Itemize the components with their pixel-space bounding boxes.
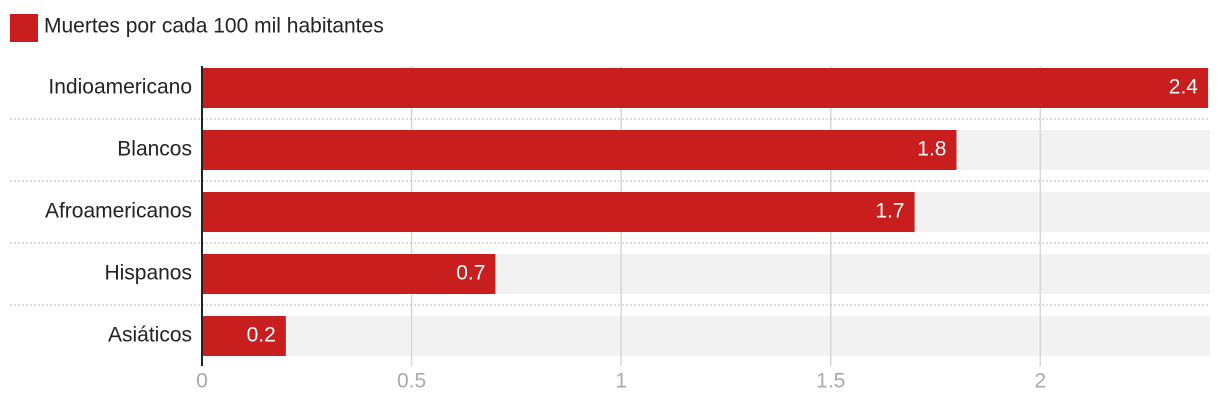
value-label: 1.7: [875, 200, 904, 223]
x-tick-label: 1.5: [816, 370, 845, 393]
bar: [202, 68, 1208, 108]
value-label: 0.2: [247, 324, 276, 347]
bar: [202, 130, 957, 170]
value-label: 2.4: [1169, 76, 1199, 99]
bar: [202, 192, 915, 232]
y-tick-label: Indioamericano: [48, 76, 192, 99]
x-tick-label: 2: [1034, 370, 1046, 393]
legend-swatch: [10, 14, 38, 42]
y-tick-label: Asiáticos: [108, 324, 192, 347]
bar: [202, 254, 496, 294]
legend-label: Muertes por cada 100 mil habitantes: [44, 15, 384, 38]
y-tick-label: Hispanos: [104, 262, 192, 285]
y-tick-label: Afroamericanos: [45, 200, 192, 223]
value-label: 1.8: [917, 138, 946, 161]
bar: [202, 316, 286, 356]
value-label: 0.7: [456, 262, 485, 285]
x-tick-label: 0.5: [397, 370, 426, 393]
row-band: [202, 316, 1210, 356]
x-tick-label: 1: [615, 370, 627, 393]
y-tick-label: Blancos: [117, 138, 192, 161]
x-tick-label: 0: [196, 370, 208, 393]
